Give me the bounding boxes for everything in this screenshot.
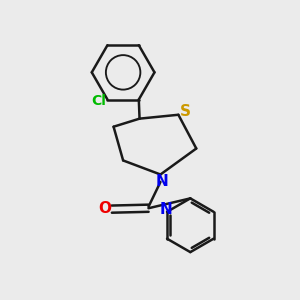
Text: O: O (98, 201, 111, 216)
Text: S: S (179, 104, 191, 119)
Text: Cl: Cl (91, 94, 106, 108)
Text: N: N (159, 202, 172, 217)
Text: N: N (155, 174, 168, 189)
